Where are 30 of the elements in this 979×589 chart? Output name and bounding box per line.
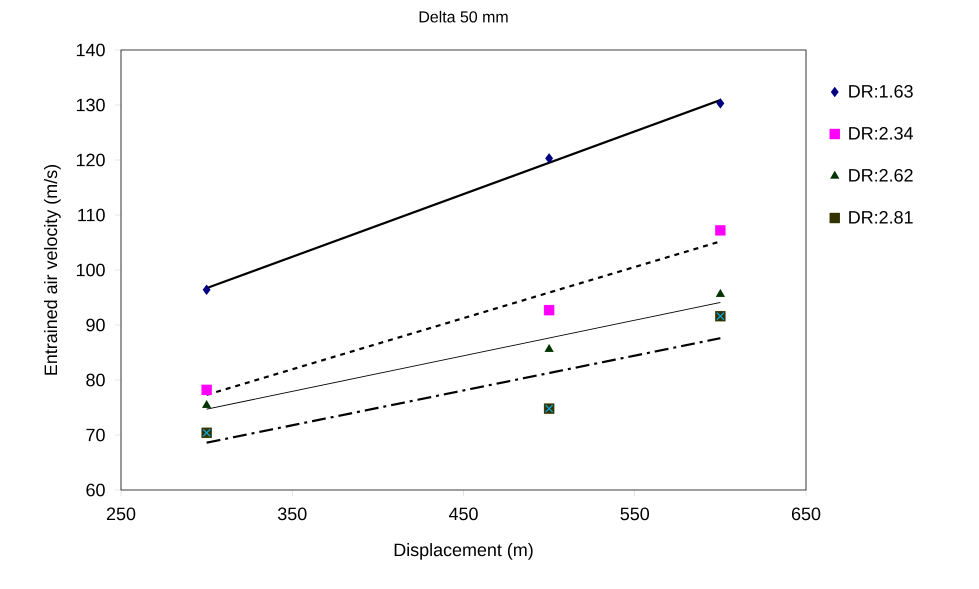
y-tick-label: 90 [86, 318, 105, 332]
x-tick-label: 650 [792, 508, 820, 520]
x-tick-label: 350 [278, 508, 307, 520]
x-tick-label: 250 [106, 508, 136, 520]
legend-label: DR:2.34 [849, 126, 914, 140]
point [716, 289, 725, 297]
y-tick-label: 140 [76, 44, 105, 56]
legend-label: DR:2.81 [849, 210, 913, 224]
y-tick-label: 100 [76, 264, 105, 276]
legend-label: DR:2.62 [849, 168, 913, 182]
y-tick-label: 110 [78, 208, 105, 222]
point [544, 304, 554, 316]
point [201, 384, 212, 396]
point [715, 225, 726, 236]
point [202, 284, 211, 296]
y-tick-label: 70 [86, 428, 105, 442]
y-tick-label: 60 [86, 484, 105, 496]
chart-title: Delta 50 mm [420, 10, 508, 23]
point [202, 400, 212, 408]
y-tick-label: 80 [86, 374, 105, 386]
legend-label: DR:1.63 [849, 84, 913, 98]
x-tick-label: 550 [620, 508, 650, 520]
x-axis-title: Displacement (m) [394, 543, 533, 560]
x-tick-label: 450 [448, 508, 478, 520]
y-axis-title: Entrained air velocity (m/s) [44, 165, 61, 375]
y-tick-label: 130 [76, 98, 105, 112]
y-tick-label: 120 [76, 154, 105, 166]
point [716, 98, 724, 109]
point [545, 153, 554, 164]
point [544, 344, 554, 352]
